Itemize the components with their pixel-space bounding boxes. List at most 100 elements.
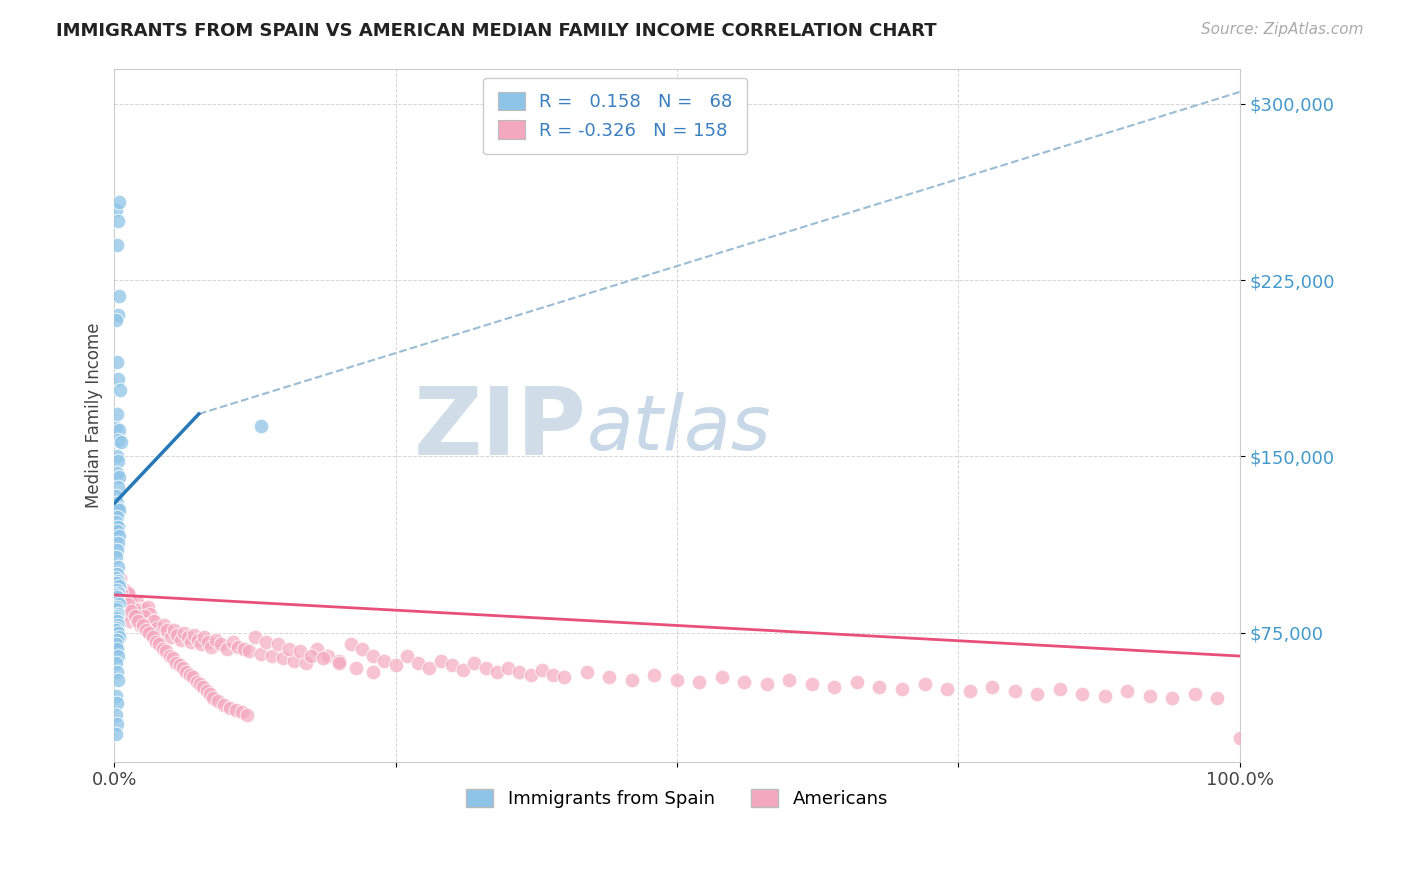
- Point: [277, 642, 299, 657]
- Point: [311, 651, 333, 665]
- Point: [176, 665, 198, 680]
- Point: [188, 677, 211, 691]
- Point: [180, 635, 202, 649]
- Point: [105, 621, 128, 635]
- Point: [254, 635, 277, 649]
- Point: [120, 599, 142, 614]
- Point: [105, 609, 128, 624]
- Point: [107, 433, 129, 447]
- Point: [107, 585, 129, 599]
- Point: [108, 503, 131, 517]
- Point: [105, 496, 128, 510]
- Point: [122, 602, 145, 616]
- Point: [198, 687, 221, 701]
- Point: [108, 578, 131, 592]
- Point: [202, 691, 225, 706]
- Point: [474, 661, 496, 675]
- Point: [186, 674, 208, 689]
- Point: [824, 680, 846, 694]
- Point: [104, 623, 127, 637]
- Point: [328, 654, 350, 668]
- Point: [163, 623, 186, 637]
- Point: [519, 668, 541, 682]
- Point: [108, 195, 131, 210]
- Point: [143, 618, 166, 632]
- Point: [981, 680, 1004, 694]
- Point: [183, 628, 205, 642]
- Point: [115, 595, 138, 609]
- Point: [104, 202, 127, 217]
- Point: [1004, 684, 1026, 698]
- Point: [485, 665, 508, 680]
- Point: [891, 681, 914, 696]
- Point: [107, 574, 129, 588]
- Point: [936, 681, 959, 696]
- Point: [1206, 691, 1229, 706]
- Point: [136, 599, 159, 614]
- Point: [112, 597, 135, 611]
- Point: [193, 680, 215, 694]
- Point: [142, 614, 165, 628]
- Point: [120, 614, 142, 628]
- Point: [110, 591, 132, 605]
- Point: [1094, 689, 1116, 703]
- Point: [114, 583, 136, 598]
- Point: [328, 656, 350, 670]
- Point: [665, 673, 688, 687]
- Point: [131, 618, 153, 632]
- Point: [1161, 691, 1184, 706]
- Point: [155, 644, 177, 658]
- Point: [132, 609, 155, 624]
- Legend: Immigrants from Spain, Americans: Immigrants from Spain, Americans: [458, 781, 896, 815]
- Point: [104, 588, 127, 602]
- Point: [1139, 689, 1161, 703]
- Point: [104, 689, 127, 703]
- Point: [104, 550, 127, 565]
- Text: IMMIGRANTS FROM SPAIN VS AMERICAN MEDIAN FAMILY INCOME CORRELATION CHART: IMMIGRANTS FROM SPAIN VS AMERICAN MEDIAN…: [56, 22, 936, 40]
- Point: [710, 670, 733, 684]
- Point: [107, 591, 129, 605]
- Point: [1116, 684, 1139, 698]
- Point: [451, 663, 474, 677]
- Point: [553, 670, 575, 684]
- Point: [384, 658, 406, 673]
- Point: [107, 673, 129, 687]
- Point: [162, 651, 184, 665]
- Point: [136, 618, 159, 632]
- Point: [914, 677, 936, 691]
- Point: [104, 611, 127, 625]
- Point: [142, 614, 165, 628]
- Point: [117, 597, 139, 611]
- Point: [148, 637, 170, 651]
- Point: [110, 585, 132, 599]
- Point: [395, 648, 418, 663]
- Point: [105, 717, 128, 731]
- Point: [108, 597, 131, 611]
- Point: [440, 658, 463, 673]
- Point: [598, 670, 620, 684]
- Point: [1229, 731, 1251, 746]
- Point: [108, 583, 131, 598]
- Point: [166, 628, 188, 642]
- Point: [105, 583, 128, 598]
- Point: [120, 604, 142, 618]
- Point: [145, 635, 167, 649]
- Point: [104, 726, 127, 740]
- Point: [212, 698, 235, 713]
- Point: [105, 591, 128, 605]
- Point: [105, 665, 128, 680]
- Point: [105, 466, 128, 480]
- Point: [105, 510, 128, 524]
- Point: [1026, 687, 1049, 701]
- Point: [108, 470, 131, 484]
- Point: [575, 665, 598, 680]
- Point: [124, 609, 146, 624]
- Point: [620, 673, 643, 687]
- Point: [305, 642, 328, 657]
- Point: [105, 632, 128, 647]
- Point: [104, 637, 127, 651]
- Point: [121, 602, 143, 616]
- Point: [249, 418, 271, 433]
- Point: [204, 632, 226, 647]
- Point: [138, 625, 160, 640]
